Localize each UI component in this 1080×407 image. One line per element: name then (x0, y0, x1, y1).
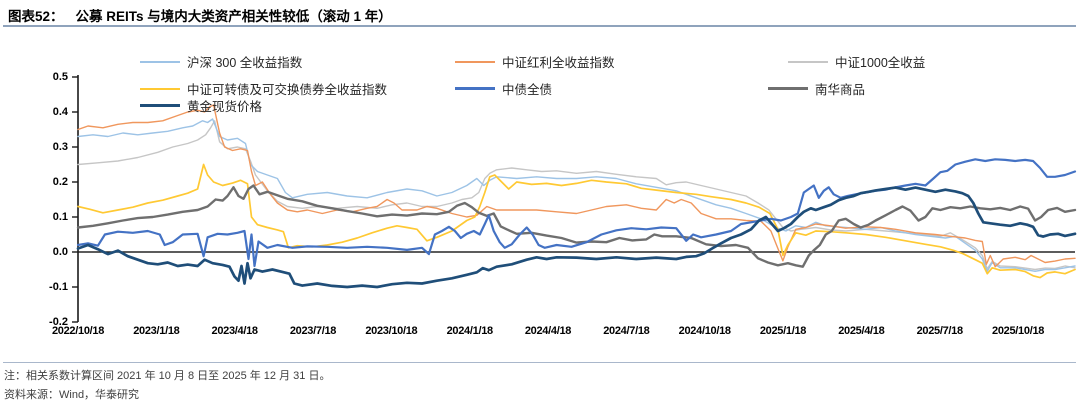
figure-number: 图表52： (8, 9, 64, 24)
title-divider (3, 25, 1076, 27)
legend-label-dividend: 中证红利全收益指数 (502, 56, 615, 70)
y-axis-label: 0.2 (52, 176, 68, 188)
footer-divider (3, 362, 1076, 363)
figure-caption: 图表52： 公募 REITs 与境内大类资产相关性较低（滚动 1 年） (8, 5, 392, 25)
legend-swatch-dividend (455, 60, 495, 63)
series-line-csi1000 (77, 120, 1076, 271)
x-axis-label: 2025/4/18 (838, 325, 885, 337)
legend-label-convertible: 中证可转债及可交换债券全收益指数 (187, 83, 388, 97)
y-axis-label: -0.1 (49, 281, 68, 293)
legend-item-csi1000: 中证1000全收益 (788, 54, 926, 70)
x-axis-label: 2024/1/18 (446, 325, 494, 337)
legend-swatch-convertible (140, 87, 180, 90)
legend-swatch-gold (140, 104, 180, 107)
legend-label-nanhua: 南华商品 (815, 83, 866, 97)
x-axis-label: 2025/1/18 (759, 325, 807, 337)
legend-swatch-nanhua (768, 87, 808, 90)
x-axis-label: 2022/10/18 (51, 325, 105, 337)
legend-item-hs300: 沪深 300 全收益指数 (140, 54, 303, 70)
chart-note: 注：相关系数计算区间 2021 年 10 月 8 日至 2025 年 12 月 … (4, 370, 331, 382)
x-axis-label: 2023/10/18 (365, 325, 418, 337)
x-axis-label: 2025/10/18 (992, 325, 1045, 337)
y-axis-label: 0.3 (52, 141, 68, 153)
x-axis-label: 2023/7/18 (289, 325, 337, 337)
x-axis-label: 2024/4/18 (524, 325, 572, 337)
y-axis-label: 0.4 (52, 106, 68, 118)
legend-label-csi1000: 中证1000全收益 (835, 56, 926, 70)
y-axis-label: 0.1 (52, 211, 68, 223)
y-axis-label: -0.2 (49, 316, 68, 328)
x-axis-label: 2023/4/18 (211, 325, 259, 337)
legend-swatch-hs300 (140, 60, 180, 63)
x-axis-label: 2024/7/18 (603, 325, 650, 337)
x-axis-label: 2025/7/18 (916, 325, 964, 337)
series-line-convertible (77, 163, 1076, 279)
legend-item-bond: 中债全债 (455, 81, 553, 97)
y-axis-label: 0.0 (52, 246, 68, 258)
series-line-bond (76, 158, 1077, 268)
series-line-hs300 (77, 118, 1076, 272)
series-line-dividend (77, 104, 1076, 268)
legend-item-gold: 黄金现货价格 (140, 98, 263, 114)
y-axis-label: 0.5 (52, 71, 68, 83)
chart-source: 资料来源：Wind，华泰研究 (4, 389, 140, 401)
figure-title: 公募 REITs 与境内大类资产相关性较低（滚动 1 年） (75, 9, 392, 24)
series-line-nanhua (76, 184, 1077, 268)
legend-swatch-csi1000 (788, 60, 828, 63)
legend-item-convertible: 中证可转债及可交换债券全收益指数 (140, 81, 388, 97)
series-line-gold (76, 186, 1077, 289)
x-axis-label: 2023/1/18 (133, 325, 180, 337)
legend-label-hs300: 沪深 300 全收益指数 (187, 56, 303, 70)
legend-label-gold: 黄金现货价格 (187, 100, 263, 114)
legend-item-dividend: 中证红利全收益指数 (455, 54, 615, 70)
legend-item-nanhua: 南华商品 (768, 81, 866, 97)
x-axis-label: 2024/10/18 (678, 325, 731, 337)
legend-swatch-bond (455, 87, 495, 90)
legend-label-bond: 中债全债 (502, 83, 553, 97)
